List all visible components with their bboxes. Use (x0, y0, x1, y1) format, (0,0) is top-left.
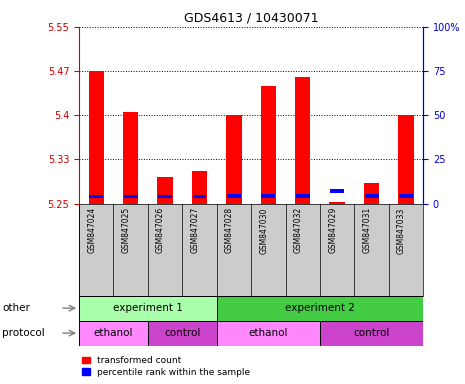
Bar (261, 194, 275, 198)
Bar (226, 115, 242, 204)
Text: experiment 2: experiment 2 (285, 303, 355, 313)
Bar (123, 112, 139, 204)
Bar (124, 195, 138, 198)
Title: GDS4613 / 10430071: GDS4613 / 10430071 (184, 11, 319, 24)
Bar (320, 321, 423, 346)
Bar (330, 189, 344, 193)
Bar (217, 321, 320, 346)
Text: GSM847027: GSM847027 (191, 207, 199, 253)
Text: GSM847026: GSM847026 (156, 207, 165, 253)
Bar (329, 202, 345, 204)
Text: GSM847031: GSM847031 (363, 207, 372, 253)
Text: experiment 1: experiment 1 (113, 303, 183, 313)
Bar (193, 195, 206, 198)
Text: GSM847033: GSM847033 (397, 207, 406, 253)
Text: ethanol: ethanol (249, 328, 288, 338)
Bar (398, 115, 414, 204)
Text: GSM847030: GSM847030 (259, 207, 268, 253)
Text: GSM847029: GSM847029 (328, 207, 337, 253)
Bar (79, 321, 148, 346)
Text: GSM847024: GSM847024 (87, 207, 96, 253)
Bar (217, 296, 423, 321)
Bar (364, 183, 379, 204)
Text: control: control (164, 328, 200, 338)
Bar (89, 195, 103, 198)
Bar (399, 194, 413, 198)
Bar (148, 321, 217, 346)
Bar (260, 86, 276, 204)
Text: GSM847032: GSM847032 (294, 207, 303, 253)
Bar (158, 195, 172, 198)
Text: GSM847025: GSM847025 (122, 207, 131, 253)
Bar (79, 296, 217, 321)
Text: control: control (353, 328, 390, 338)
Bar (296, 194, 310, 198)
Bar (365, 194, 379, 198)
Bar (157, 177, 173, 204)
Text: other: other (2, 303, 30, 313)
Bar (295, 77, 311, 204)
Bar (88, 71, 104, 204)
Text: ethanol: ethanol (94, 328, 133, 338)
Text: protocol: protocol (2, 328, 45, 338)
Legend: transformed count, percentile rank within the sample: transformed count, percentile rank withi… (79, 353, 253, 379)
Bar (192, 171, 207, 204)
Text: GSM847028: GSM847028 (225, 207, 234, 253)
Bar (227, 194, 241, 198)
